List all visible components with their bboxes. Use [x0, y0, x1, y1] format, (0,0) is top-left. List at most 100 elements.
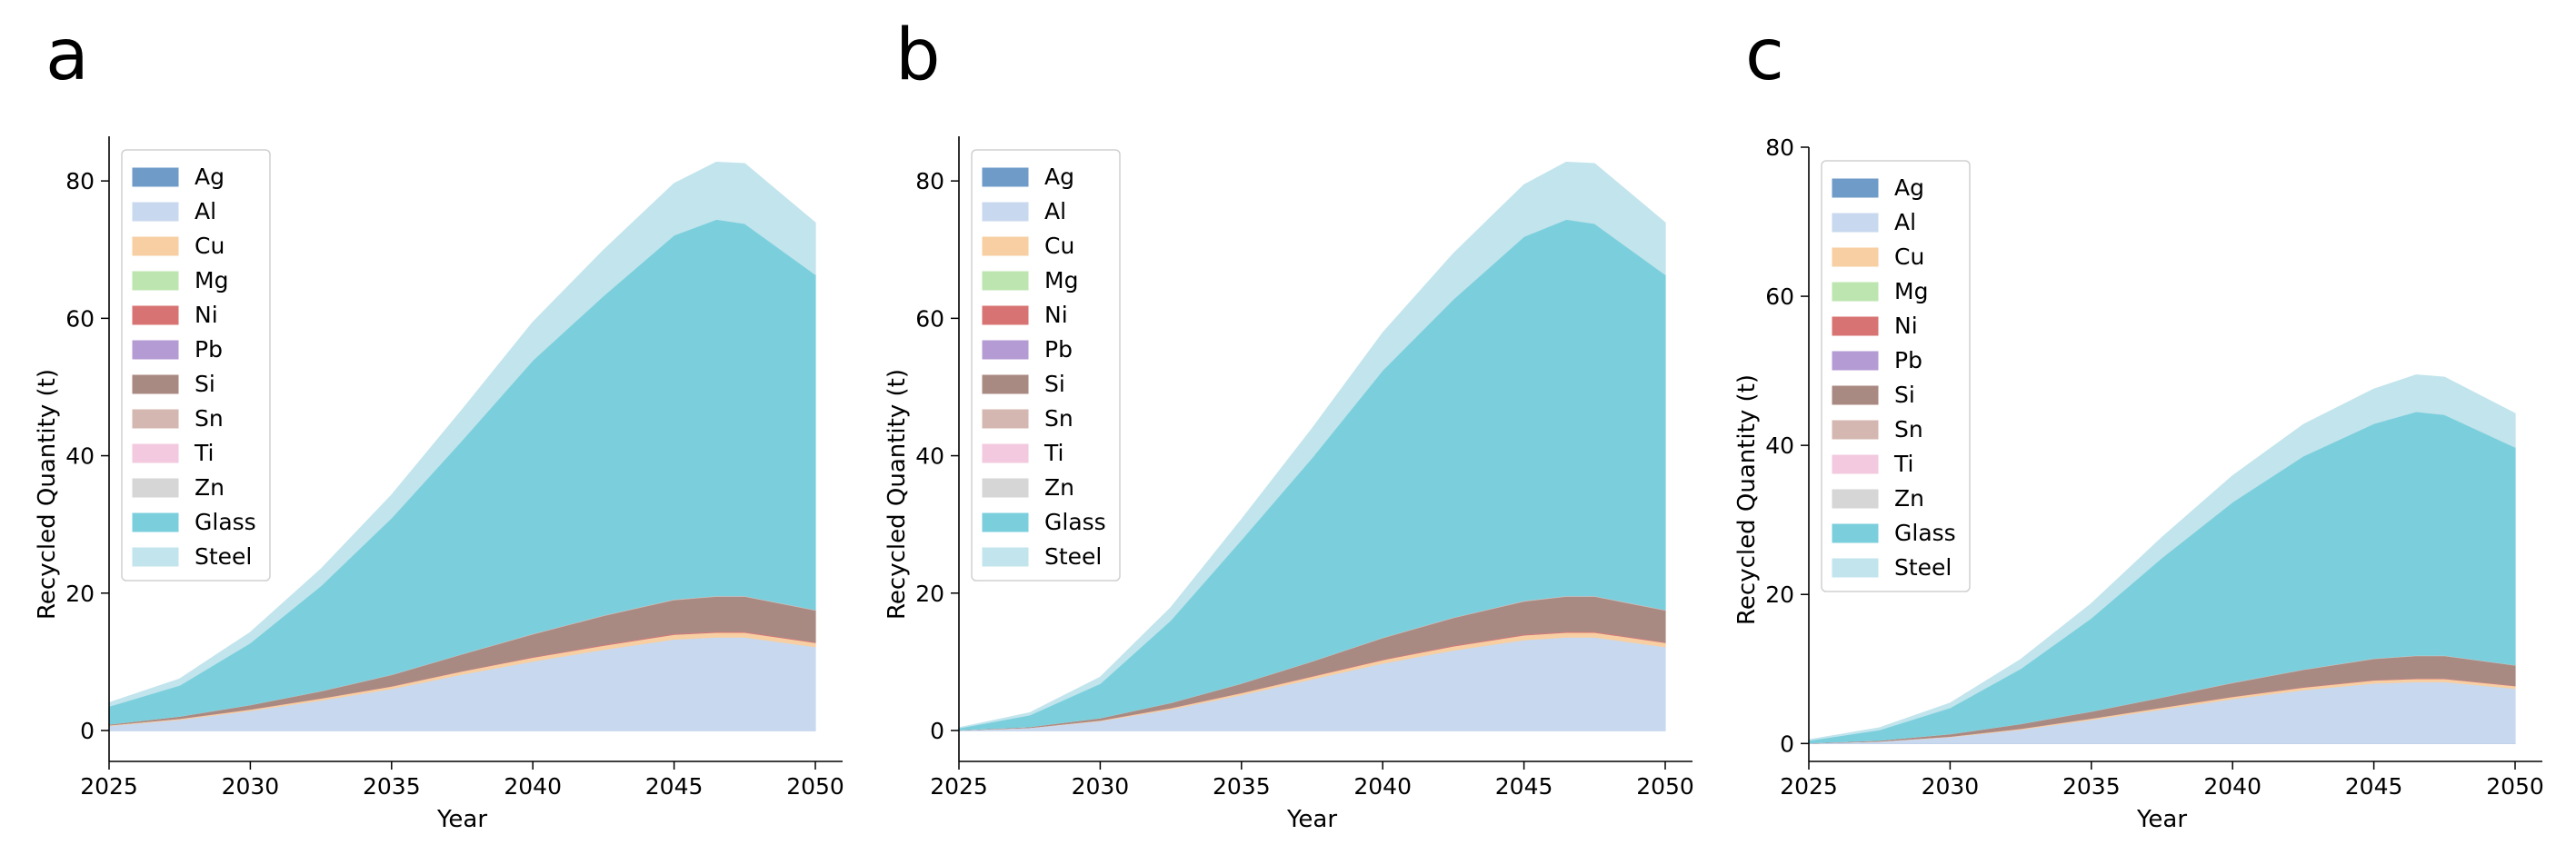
legend-swatch-si — [982, 374, 1029, 394]
x-tick-label: 2040 — [1353, 773, 1412, 800]
x-tick-label: 2025 — [930, 773, 988, 800]
y-tick-label: 80 — [1765, 134, 1794, 161]
legend-label-ag: Ag — [195, 164, 225, 190]
x-tick-label: 2045 — [2345, 773, 2403, 800]
x-tick-label: 2030 — [1922, 773, 1980, 800]
y-tick-label: 80 — [65, 168, 95, 194]
legend-label-ti: Ti — [194, 440, 214, 466]
legend-label-sn: Sn — [195, 405, 224, 432]
panel-label-a: a — [45, 15, 89, 96]
legend-swatch-steel — [982, 547, 1029, 567]
y-tick-label: 40 — [915, 443, 944, 470]
legend-swatch-cu — [132, 236, 179, 256]
legend-label-si: Si — [1894, 382, 1915, 408]
y-tick-label: 60 — [915, 305, 944, 332]
legend-frame — [971, 149, 1121, 582]
legend-label-pb: Pb — [195, 336, 223, 363]
y-tick-label: 0 — [80, 718, 95, 744]
legend-label-sn: Sn — [1894, 416, 1923, 442]
y-tick-label: 0 — [1780, 731, 1794, 757]
x-axis-title-b: Year — [1286, 806, 1337, 833]
panel-b: b 0 20 40 60 80 2025 2030 2035 2040 2045 2050 Year R… — [850, 0, 1704, 845]
y-axis-title-b: Recycled Quantity (t) — [884, 369, 911, 620]
legend-swatch-ni — [132, 305, 179, 325]
legend-b: Ag Al Cu Mg Ni Pb Si Sn Ti Zn Glass Steel — [971, 149, 1121, 582]
x-axis-title-a: Year — [436, 806, 487, 833]
area-steel-a — [108, 161, 816, 707]
y-axis-title-a: Recycled Quantity (t) — [34, 369, 61, 620]
panel-label-c: c — [1745, 15, 1784, 96]
panel-c: c 0 20 40 60 80 2025 2030 2035 2040 2045 2050 Year R… — [1700, 0, 2554, 845]
legend-label-pb: Pb — [1894, 347, 1922, 373]
legend-a: Ag Al Cu Mg Ni Pb Si Sn Ti Zn Glass Steel — [121, 149, 271, 582]
legend-label-zn: Zn — [1894, 485, 1924, 512]
legend-label-cu: Cu — [1044, 233, 1074, 259]
legend-label-steel: Steel — [1894, 554, 1952, 581]
legend-c: Ag Al Cu Mg Ni Pb Si Sn Ti Zn Glass Steel — [1821, 160, 1971, 592]
legend-label-ag: Ag — [1044, 164, 1074, 190]
legend-label-glass: Glass — [1894, 520, 1956, 546]
legend-label-mg: Mg — [1894, 278, 1928, 304]
panel-label-b: b — [895, 15, 941, 96]
legend-swatch-sn — [1832, 420, 1879, 440]
legend-label-ni: Ni — [1044, 302, 1068, 328]
legend-swatch-ag — [982, 167, 1029, 187]
x-tick-label: 2035 — [363, 773, 421, 800]
legend-swatch-zn — [982, 478, 1029, 498]
y-axis-title-c: Recycled Quantity (t) — [1733, 374, 1761, 625]
legend-swatch-steel — [132, 547, 179, 567]
legend-swatch-pb — [982, 340, 1029, 360]
legend-label-al: Al — [1894, 209, 1916, 235]
legend-swatch-ti — [1832, 454, 1879, 474]
legend-swatch-si — [1832, 385, 1879, 405]
y-tick-label: 80 — [915, 168, 944, 194]
legend-label-steel: Steel — [1044, 543, 1102, 570]
x-tick-label: 2025 — [80, 773, 138, 800]
legend-swatch-sn — [132, 409, 179, 429]
legend-swatch-mg — [1832, 282, 1879, 302]
panel-a: a 0 20 40 60 80 2025 2030 2035 2040 2045 2050 Year R… — [0, 0, 854, 845]
legend-label-zn: Zn — [1044, 474, 1074, 501]
x-tick-label: 2040 — [504, 773, 562, 800]
legend-swatch-glass — [132, 512, 179, 532]
area-steel-c — [1808, 374, 2516, 741]
x-tick-label: 2025 — [1780, 773, 1838, 800]
legend-swatch-mg — [982, 271, 1029, 291]
legend-swatch-al — [132, 202, 179, 222]
legend-label-ti: Ti — [1893, 451, 1913, 477]
legend-swatch-glass — [982, 512, 1029, 532]
area-steel-b — [958, 161, 1666, 729]
y-tick-label: 0 — [930, 718, 944, 744]
x-tick-label: 2045 — [645, 773, 704, 800]
y-tick-label: 40 — [65, 443, 95, 470]
legend-label-ag: Ag — [1894, 174, 1924, 201]
legend-swatch-ag — [1832, 178, 1879, 198]
legend-swatch-zn — [132, 478, 179, 498]
legend-swatch-mg — [132, 271, 179, 291]
x-tick-label: 2035 — [2062, 773, 2121, 800]
legend-swatch-ni — [982, 305, 1029, 325]
legend-label-mg: Mg — [1044, 267, 1078, 293]
legend-label-glass: Glass — [1044, 509, 1106, 535]
y-tick-label: 20 — [915, 581, 944, 607]
legend-swatch-ni — [1832, 316, 1879, 336]
legend-swatch-pb — [1832, 351, 1879, 371]
x-tick-label: 2040 — [2203, 773, 2261, 800]
legend-frame — [1821, 160, 1971, 592]
legend-swatch-si — [132, 374, 179, 394]
x-tick-label: 2045 — [1495, 773, 1553, 800]
legend-swatch-zn — [1832, 489, 1879, 509]
legend-label-ni: Ni — [1894, 313, 1918, 339]
x-tick-label: 2050 — [2486, 773, 2544, 800]
legend-label-al: Al — [195, 198, 216, 224]
legend-swatch-cu — [1832, 247, 1879, 267]
legend-label-sn: Sn — [1044, 405, 1073, 432]
legend-label-cu: Cu — [195, 233, 225, 259]
legend-swatch-steel — [1832, 558, 1879, 578]
x-tick-label: 2030 — [1072, 773, 1130, 800]
legend-label-steel: Steel — [195, 543, 252, 570]
legend-swatch-ti — [132, 443, 179, 463]
